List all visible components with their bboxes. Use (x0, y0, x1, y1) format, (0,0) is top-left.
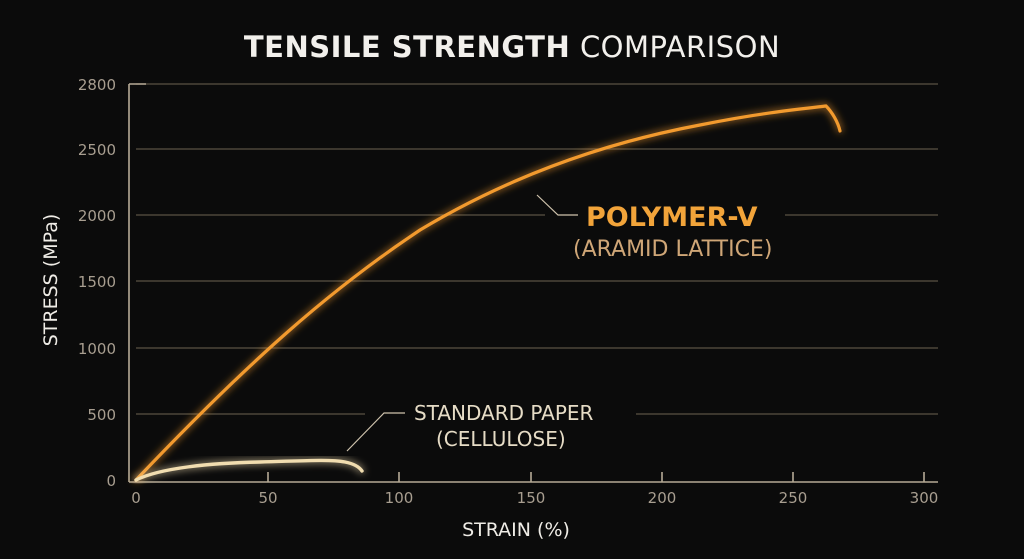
axes (128, 83, 938, 483)
x-tick-labels: 0 50 100 150 200 250 300 (131, 489, 938, 507)
y-tick-label: 2000 (78, 207, 116, 225)
gridlines (136, 83, 938, 415)
x-tick-label: 100 (385, 489, 414, 507)
chart-title-bold: TENSILE STRENGTH (243, 30, 571, 64)
paper-label: STANDARD PAPER (414, 401, 594, 425)
x-axis-label: STRAIN (%) (462, 519, 570, 541)
y-tick-labels: 2800 2500 2000 1500 1000 500 0 (78, 76, 116, 490)
paper-leader-line (346, 412, 405, 452)
series-polymer-v-line (134, 104, 842, 482)
y-tick-label: 1000 (78, 340, 116, 358)
polymer-sublabel: (ARAMID LATTICE) (573, 237, 772, 262)
x-tick-label: 300 (910, 489, 939, 507)
y-axis-label: STRESS (MPa) (40, 214, 62, 347)
series-paper-line (134, 458, 364, 482)
y-tick-label: 2500 (78, 141, 116, 159)
y-tick-label: 1500 (78, 273, 116, 291)
chart-title: TENSILE STRENGTH COMPARISON (0, 30, 1024, 64)
x-tick-label: 0 (131, 489, 141, 507)
x-tick-label: 200 (648, 489, 677, 507)
x-tick-label: 50 (258, 489, 277, 507)
chart-title-light: COMPARISON (579, 30, 781, 64)
y-tick-label: 500 (87, 406, 116, 424)
polymer-leader-line (536, 194, 578, 216)
y-tick-label: 0 (106, 472, 116, 490)
x-tick-label: 150 (517, 489, 546, 507)
x-tick-label: 250 (779, 489, 808, 507)
paper-sublabel: (CELLULOSE) (436, 427, 566, 451)
polymer-label: POLYMER-V (586, 202, 758, 233)
y-tick-label: 2800 (78, 76, 116, 94)
